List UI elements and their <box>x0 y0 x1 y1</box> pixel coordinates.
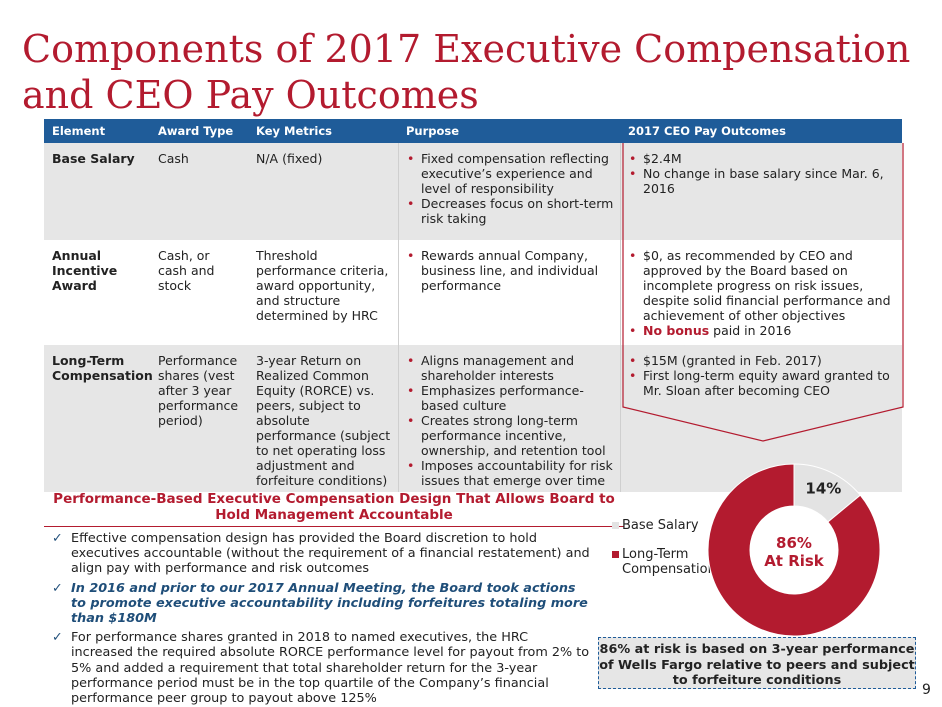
check-icon: ✓ <box>52 580 63 596</box>
row-key-metrics: N/A (fixed) <box>256 151 323 166</box>
check-icon: ✓ <box>52 630 63 646</box>
slice-long-term <box>707 463 881 637</box>
purpose-bullet: Rewards annual Company, business line, a… <box>407 248 614 293</box>
row-purpose: Rewards annual Company, business line, a… <box>398 240 620 345</box>
purpose-bullet: Aligns management and shareholder intere… <box>407 353 614 383</box>
column-header-award-type: Award Type <box>158 124 234 138</box>
row-element: Annual Incentive Award <box>52 248 118 293</box>
outcome-bullet: $2.4M <box>629 151 896 166</box>
performance-checklist: ✓ Effective compensation design has provi… <box>52 531 592 707</box>
purpose-bullet: Fixed compensation reflecting executive’… <box>407 151 614 196</box>
row-element: Long-Term Compensation <box>52 353 153 383</box>
row-purpose: Aligns management and shareholder intere… <box>398 345 620 492</box>
row-outcomes: $2.4M No change in base salary since Mar… <box>620 143 902 240</box>
row-purpose: Fixed compensation reflecting executive’… <box>398 143 620 240</box>
checklist-item: ✓ For performance shares granted in 2018 … <box>52 630 590 707</box>
purpose-bullet: Emphasizes performance-based culture <box>407 383 614 413</box>
column-header-key-metrics: Key Metrics <box>256 124 333 138</box>
row-award-type: Cash, or cash and stock <box>158 248 215 293</box>
data-label-base-salary: 14% <box>805 480 841 498</box>
column-header-purpose: Purpose <box>406 124 460 138</box>
compensation-table: Element Award Type Key Metrics Purpose 2… <box>44 119 902 492</box>
legend-swatch-base-salary <box>612 522 619 529</box>
page-number: 9 <box>922 682 931 698</box>
check-icon: ✓ <box>52 531 63 546</box>
column-header-element: Element <box>52 124 106 138</box>
purpose-bullet: Imposes accountability for risk issues t… <box>407 458 614 488</box>
performance-section-title: Performance-Based Executive Compensation… <box>53 491 615 523</box>
row-key-metrics: 3-year Return on Realized Common Equity … <box>256 353 391 488</box>
donut-center-label: At Risk <box>764 552 825 570</box>
legend-item: Base Salary <box>612 518 712 533</box>
section-divider <box>44 526 624 527</box>
outcome-bullet: $15M (granted in Feb. 2017) <box>629 353 896 368</box>
pay-mix-donut-chart: 14% 86%At Risk <box>707 463 881 637</box>
table-row: Annual Incentive Award Cash, or cash and… <box>44 240 902 345</box>
outcome-bullet: $0, as recommended by CEO and approved b… <box>629 248 896 323</box>
legend-item: Long-Term Compensation <box>612 547 716 577</box>
purpose-bullet: Decreases focus on short-term risk takin… <box>407 196 614 226</box>
page-title: Components of 2017 Executive Compensatio… <box>22 27 911 117</box>
row-award-type: Performance shares (vest after 3 year pe… <box>158 353 239 428</box>
chart-legend: Base Salary Long-Term Compensation <box>612 518 716 591</box>
purpose-bullet: Creates strong long-term performance inc… <box>407 413 614 458</box>
no-bonus-highlight: No bonus <box>643 323 710 338</box>
column-header-outcomes: 2017 CEO Pay Outcomes <box>628 124 786 138</box>
checklist-item: ✓ Effective compensation design has provi… <box>52 531 590 577</box>
donut-center-label: 86% <box>776 534 812 552</box>
table-row: Base Salary Cash N/A (fixed) Fixed compe… <box>44 143 902 240</box>
outcome-bullet: No bonus paid in 2016 <box>629 323 896 338</box>
legend-swatch-long-term <box>612 551 619 558</box>
row-key-metrics: Threshold performance criteria, award op… <box>256 248 389 323</box>
outcome-bullet: First long-term equity award granted to … <box>629 368 896 398</box>
row-award-type: Cash <box>158 151 189 166</box>
checklist-item: ✓ In 2016 and prior to our 2017 Annual Me… <box>52 580 588 627</box>
row-element: Base Salary <box>52 151 135 166</box>
table-header: Element Award Type Key Metrics Purpose 2… <box>44 119 902 143</box>
no-bonus-rest: paid in 2016 <box>709 323 792 338</box>
outcome-bullet: No change in base salary since Mar. 6, 2… <box>629 166 896 196</box>
risk-note-box: 86% at risk is based on 3-year performan… <box>598 637 916 689</box>
row-outcomes: $0, as recommended by CEO and approved b… <box>620 240 902 345</box>
